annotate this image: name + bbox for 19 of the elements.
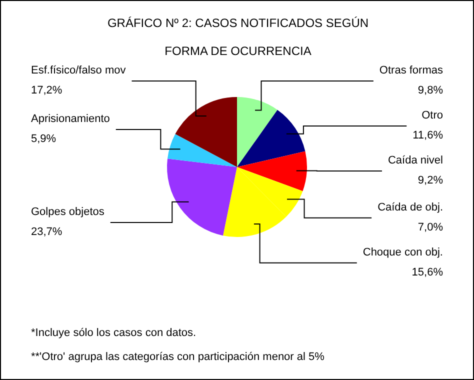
chart-title: GRÁFICO Nº 2: CASOS NOTIFICADOS SEGÚN FORMA DE OCURRENCIA [106,15,370,60]
slice-label: Choque con obj. [362,246,443,258]
data-label: 9,8% [418,84,444,97]
slice-label: Otras formas [379,64,444,77]
data-label: 23,7% [31,226,62,238]
slice-label: Aprisionamiento [31,113,110,126]
text: *Incluye sólo los casos con datos. [31,327,196,339]
data-label: 17,2% [31,84,62,97]
data-label: 11,6% [412,130,444,142]
data-label: 7,0% [418,221,444,234]
data-label: 15,6% [412,266,444,278]
slice-label: Caída nivel [388,154,443,167]
data-label: 5,9% [31,133,56,146]
slice-label: Otro [422,110,443,122]
slice-label: Caída de obj. [378,201,443,214]
slice-label: Golpes objetos [31,206,105,218]
slice-label: Esf.físico/falso mov [31,64,126,77]
text: **'Otro' agrupa las categorías con participación menor al 5% [31,351,324,363]
data-label: 9,2% [418,174,444,187]
